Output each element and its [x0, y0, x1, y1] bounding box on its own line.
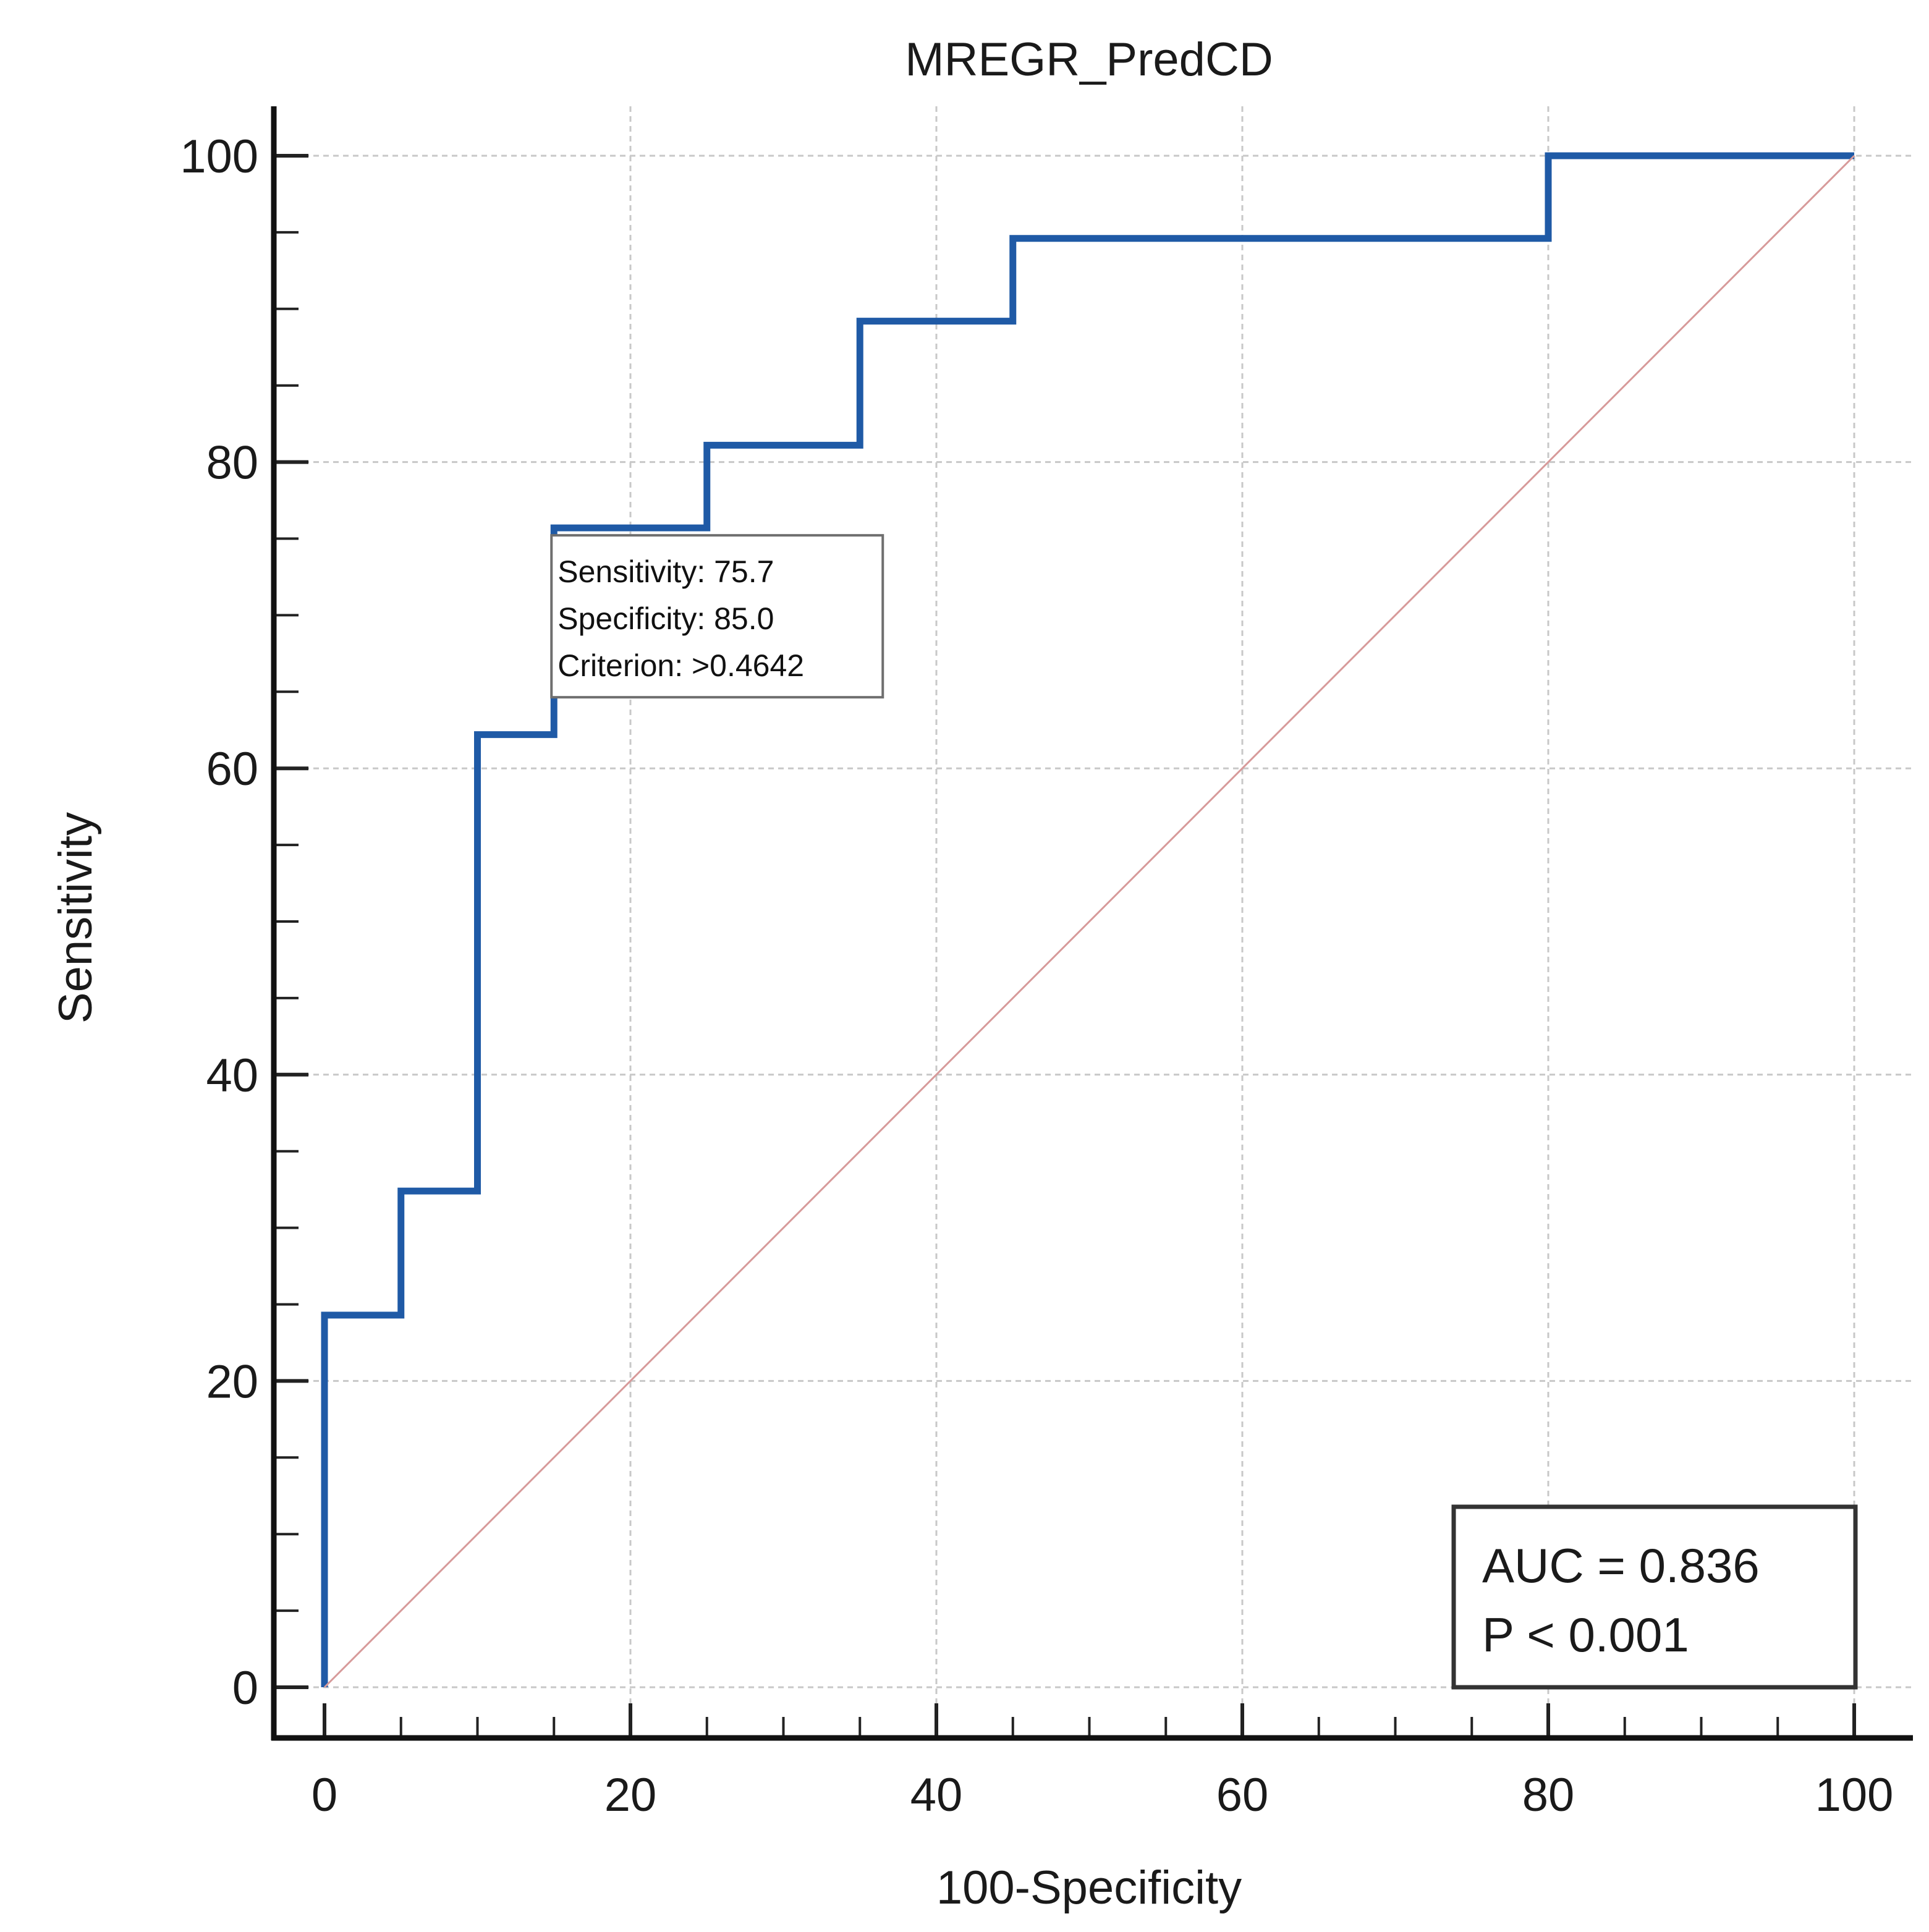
- y-axis-label: Sensitivity: [49, 812, 102, 1023]
- chart-title: MREGR_PredCD: [905, 33, 1273, 86]
- y-tick-label-0: 0: [232, 1662, 258, 1714]
- y-tick-label-80: 80: [206, 437, 258, 489]
- auc-stats-box: AUC = 0.836 P < 0.001: [1451, 1504, 1858, 1690]
- roc-curve-line: [321, 152, 1854, 1687]
- criterion-annotation-box: [550, 534, 884, 699]
- annotation-criterion: Criterion: >0.4642: [558, 648, 804, 683]
- auc-value: AUC = 0.836: [1482, 1538, 1760, 1593]
- x-tick-label-40: 40: [910, 1769, 963, 1821]
- y-tick-label-40: 40: [206, 1049, 258, 1102]
- x-tick-label-60: 60: [1216, 1769, 1269, 1821]
- axes: [271, 106, 1913, 1741]
- y-tick-label-60: 60: [206, 743, 258, 795]
- x-axis-label: 100-Specificity: [936, 1862, 1242, 1914]
- reference-diagonal-line: [323, 155, 1855, 1688]
- series-layer: [321, 152, 1855, 1688]
- x-tick-label-0: 0: [312, 1769, 337, 1821]
- annotation-sensitivity: Sensitivity: 75.7: [558, 554, 774, 589]
- p-value: P < 0.001: [1482, 1608, 1689, 1662]
- tick-labels: 0 20 40 60 80 100 0 20 40 60 80 100: [180, 130, 1893, 1821]
- x-tick-label-20: 20: [604, 1769, 657, 1821]
- auc-stats-frame: [1451, 1504, 1858, 1690]
- minor-ticks: [274, 154, 1856, 1738]
- y-tick-label-100: 100: [180, 130, 258, 183]
- x-tick-label-80: 80: [1522, 1769, 1575, 1821]
- annotation-specificity: Specificity: 85.0: [558, 601, 774, 636]
- criterion-annotation: Sensitivity: 75.7 Specificity: 85.0 Crit…: [550, 534, 884, 699]
- y-tick-label-20: 20: [206, 1355, 258, 1408]
- x-tick-label-100: 100: [1815, 1769, 1894, 1821]
